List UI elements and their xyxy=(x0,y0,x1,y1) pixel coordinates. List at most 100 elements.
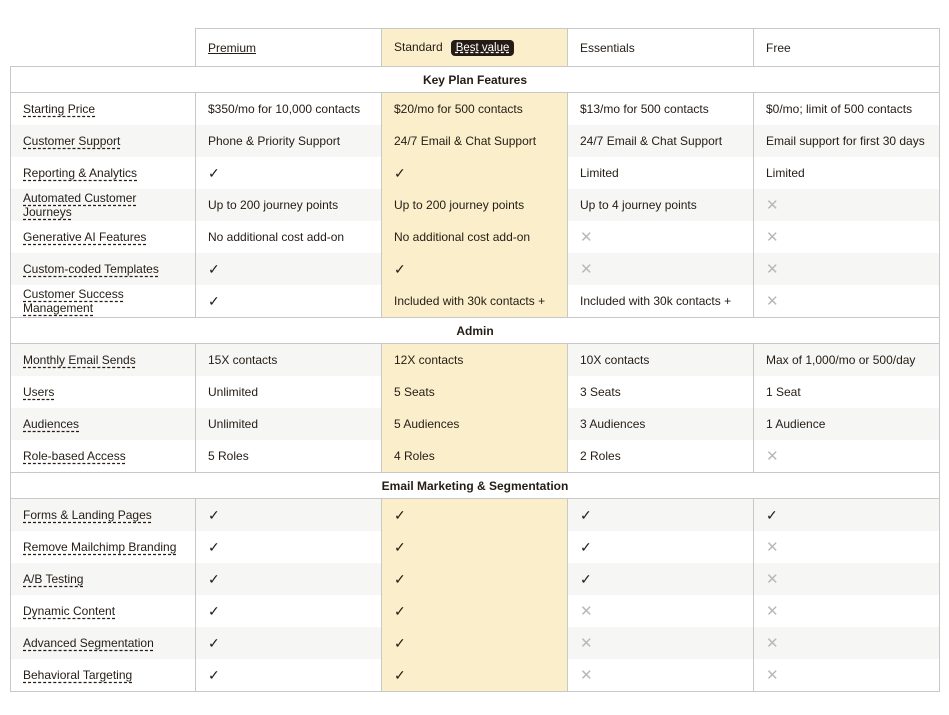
value-text: 10X contacts xyxy=(580,353,650,367)
value-cell-essentials: ✕ xyxy=(567,253,754,285)
plan-header-free: Free xyxy=(753,28,940,67)
check-icon: ✓ xyxy=(394,260,406,277)
value-cell-premium: 5 Roles xyxy=(195,440,382,473)
value-text: Up to 200 journey points xyxy=(394,198,525,212)
x-icon: ✕ xyxy=(580,635,593,652)
table-row: Customer Success Management ✓ Included wit… xyxy=(10,285,940,318)
x-icon: ✕ xyxy=(580,603,593,620)
value-text: 3 Seats xyxy=(580,385,621,399)
value-cell-standard: ✓ xyxy=(381,595,568,627)
table-row: Forms & Landing Pages ✓ ✓ ✓ ✓ xyxy=(10,498,940,531)
value-text: $13/mo for 500 contacts xyxy=(580,102,709,116)
feature-tooltip-link[interactable]: Customer Support xyxy=(23,134,121,148)
table-row: Dynamic Content ✓ ✓ ✕ ✕ xyxy=(10,595,940,627)
feature-cell: Remove Mailchimp Branding xyxy=(10,531,196,563)
value-text: Phone & Priority Support xyxy=(208,134,341,148)
value-cell-free: ✕ xyxy=(753,221,940,253)
check-icon: ✓ xyxy=(208,164,220,181)
feature-tooltip-link[interactable]: Monthly Email Sends xyxy=(23,353,136,367)
value-text: 5 Audiences xyxy=(394,417,460,431)
value-cell-standard: Included with 30k contacts + xyxy=(381,285,568,318)
value-text: $20/mo for 500 contacts xyxy=(394,102,523,116)
feature-tooltip-link[interactable]: Automated Customer Journeys xyxy=(23,191,137,219)
value-cell-free: Email support for first 30 days xyxy=(753,125,940,157)
value-cell-standard: ✓ xyxy=(381,157,568,189)
value-cell-standard: ✓ xyxy=(381,563,568,595)
feature-tooltip-link[interactable]: Reporting & Analytics xyxy=(23,166,138,180)
check-icon: ✓ xyxy=(208,602,220,619)
feature-cell: Custom-coded Templates xyxy=(10,253,196,285)
value-cell-premium: $350/mo for 10,000 contacts xyxy=(195,92,382,125)
feature-cell: Forms & Landing Pages xyxy=(10,498,196,531)
feature-tooltip-link[interactable]: Customer Success Management xyxy=(23,287,124,315)
feature-tooltip-link[interactable]: Remove Mailchimp Branding xyxy=(23,540,177,554)
check-icon: ✓ xyxy=(580,538,592,555)
feature-tooltip-link[interactable]: Starting Price xyxy=(23,102,96,116)
x-icon: ✕ xyxy=(766,229,779,246)
plan-header-row: Premium Standard Best value Essentials Fr… xyxy=(10,28,940,67)
x-icon: ✕ xyxy=(766,293,779,310)
value-cell-premium: ✓ xyxy=(195,659,382,692)
feature-cell: Starting Price xyxy=(10,92,196,125)
table-row: Customer Support Phone & Priority Support… xyxy=(10,125,940,157)
value-cell-essentials: Limited xyxy=(567,157,754,189)
value-cell-essentials: $13/mo for 500 contacts xyxy=(567,92,754,125)
table-row: Generative AI Features No additional cost… xyxy=(10,221,940,253)
table-row: Advanced Segmentation ✓ ✓ ✕ ✕ xyxy=(10,627,940,659)
value-cell-essentials: Up to 4 journey points xyxy=(567,189,754,221)
feature-tooltip-link[interactable]: Custom-coded Templates xyxy=(23,262,159,276)
check-icon: ✓ xyxy=(580,570,592,587)
value-cell-essentials: ✕ xyxy=(567,221,754,253)
value-cell-premium: ✓ xyxy=(195,627,382,659)
x-icon: ✕ xyxy=(580,667,593,684)
standard-label: Standard xyxy=(394,39,443,54)
table-row: Role-based Access 5 Roles 4 Roles 2 Roles ✕ xyxy=(10,440,940,473)
feature-tooltip-link[interactable]: Behavioral Targeting xyxy=(23,668,133,682)
feature-cell: Users xyxy=(10,376,196,408)
value-text: 24/7 Email & Chat Support xyxy=(394,134,537,148)
feature-tooltip-link[interactable]: Advanced Segmentation xyxy=(23,636,154,650)
feature-tooltip-link[interactable]: Role-based Access xyxy=(23,449,126,463)
value-cell-essentials: 3 Audiences xyxy=(567,408,754,440)
value-text: 3 Audiences xyxy=(580,417,646,431)
feature-tooltip-link[interactable]: Forms & Landing Pages xyxy=(23,508,152,522)
plan-header-standard: Standard Best value xyxy=(381,28,568,67)
value-cell-standard: ✓ xyxy=(381,253,568,285)
check-icon: ✓ xyxy=(394,570,406,587)
value-cell-free: ✕ xyxy=(753,285,940,318)
value-cell-free: ✓ xyxy=(753,498,940,531)
plan-comparison-table-wrapper: Premium Standard Best value Essentials Fr… xyxy=(10,28,940,692)
value-cell-free: Max of 1,000/mo or 500/day xyxy=(753,343,940,376)
value-cell-free: ✕ xyxy=(753,563,940,595)
feature-cell: Reporting & Analytics xyxy=(10,157,196,189)
value-cell-essentials: 3 Seats xyxy=(567,376,754,408)
value-cell-premium: Unlimited xyxy=(195,376,382,408)
feature-tooltip-link[interactable]: Users xyxy=(23,385,55,399)
feature-tooltip-link[interactable]: Generative AI Features xyxy=(23,230,147,244)
check-icon: ✓ xyxy=(580,506,592,523)
feature-tooltip-link[interactable]: A/B Testing xyxy=(23,572,84,586)
value-cell-premium: ✓ xyxy=(195,595,382,627)
premium-link[interactable]: Premium xyxy=(208,40,257,55)
value-cell-essentials: ✓ xyxy=(567,563,754,595)
value-cell-standard: No additional cost add-on xyxy=(381,221,568,253)
value-cell-premium: Up to 200 journey points xyxy=(195,189,382,221)
value-cell-standard: 5 Audiences xyxy=(381,408,568,440)
feature-cell: Monthly Email Sends xyxy=(10,343,196,376)
value-cell-premium: Unlimited xyxy=(195,408,382,440)
feature-tooltip-link[interactable]: Dynamic Content xyxy=(23,604,116,618)
value-text: No additional cost add-on xyxy=(394,230,531,244)
plan-header-premium: Premium xyxy=(195,28,382,67)
section-title: Admin xyxy=(10,317,940,344)
section-title: Key Plan Features xyxy=(10,66,940,93)
feature-tooltip-link[interactable]: Audiences xyxy=(23,417,80,431)
feature-cell: Dynamic Content xyxy=(10,595,196,627)
section-header: Key Plan Features xyxy=(10,66,940,93)
value-cell-free: ✕ xyxy=(753,440,940,473)
x-icon: ✕ xyxy=(766,667,779,684)
best-value-badge[interactable]: Best value xyxy=(450,39,515,56)
value-text: 5 Seats xyxy=(394,385,435,399)
value-cell-free: 1 Seat xyxy=(753,376,940,408)
feature-cell: Role-based Access xyxy=(10,440,196,473)
value-text: No additional cost add-on xyxy=(208,230,345,244)
